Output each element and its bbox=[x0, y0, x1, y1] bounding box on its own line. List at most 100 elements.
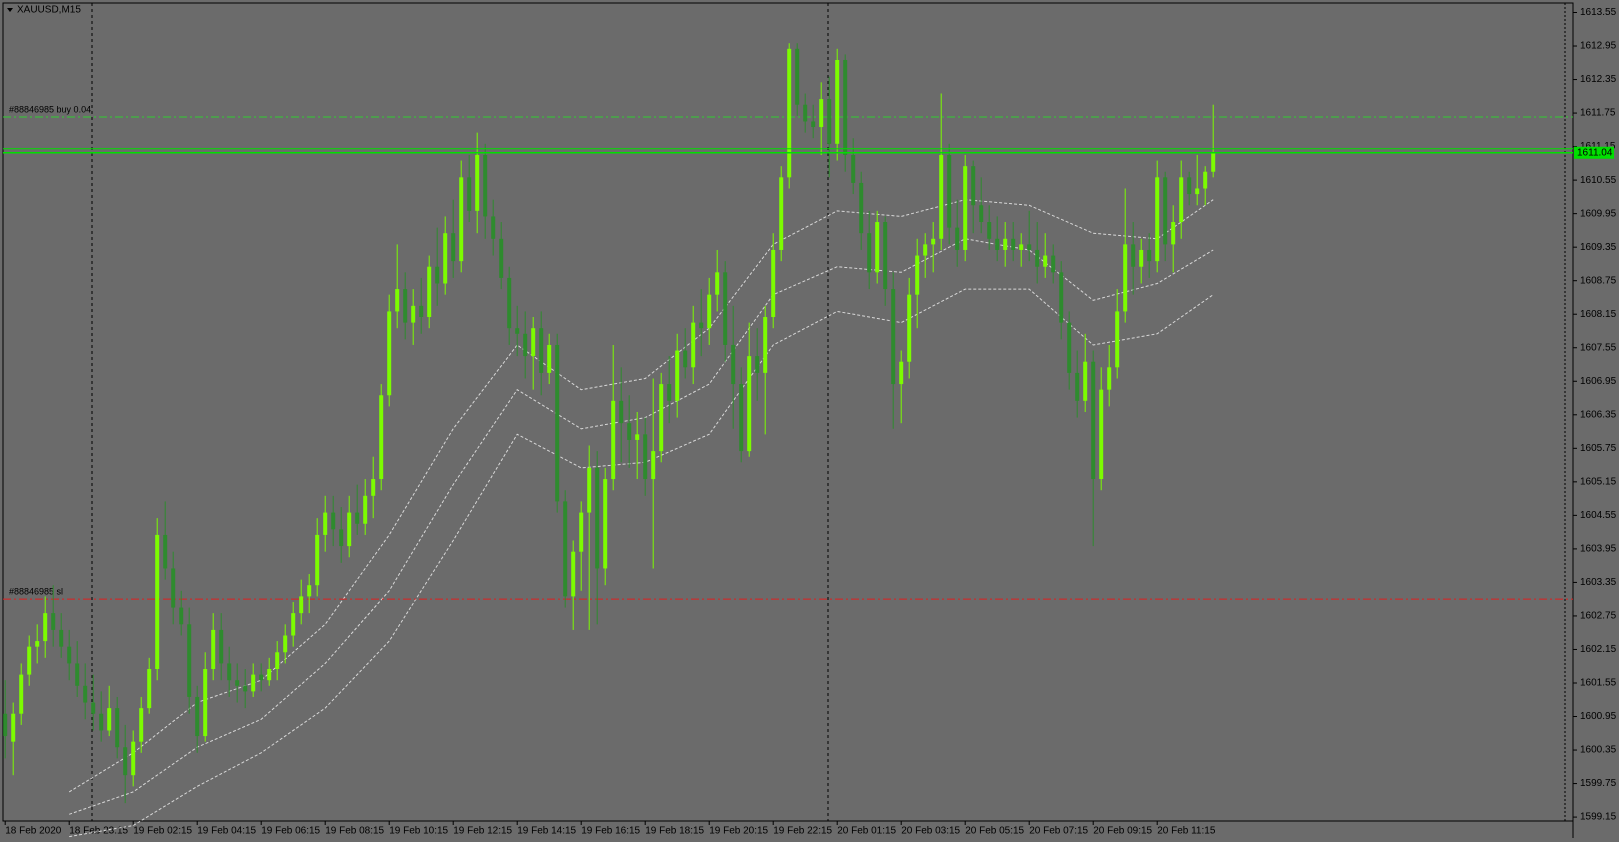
candle-body bbox=[267, 669, 272, 681]
candle-body bbox=[51, 613, 56, 630]
candle-body bbox=[1067, 322, 1072, 373]
x-tick-label: 19 Feb 22:15 bbox=[773, 826, 832, 837]
candle-body bbox=[523, 333, 528, 357]
x-tick-label: 19 Feb 16:15 bbox=[581, 826, 640, 837]
candle-body bbox=[643, 434, 648, 480]
candle-body bbox=[859, 182, 864, 234]
candle-body bbox=[299, 596, 304, 614]
x-tick-label: 19 Feb 14:15 bbox=[517, 826, 576, 837]
candle-body bbox=[11, 713, 16, 742]
candle-body bbox=[355, 512, 360, 524]
y-tick-label: 1609.95 bbox=[1580, 208, 1617, 219]
candle-body bbox=[259, 674, 264, 681]
candle-body bbox=[579, 512, 584, 552]
candle-body bbox=[251, 674, 256, 692]
y-tick-label: 1608.15 bbox=[1580, 309, 1617, 320]
candle-body bbox=[35, 641, 40, 647]
candle-body bbox=[587, 467, 592, 513]
x-tick-label: 19 Feb 20:15 bbox=[709, 826, 768, 837]
candle-body bbox=[195, 696, 200, 737]
candle-body bbox=[163, 534, 168, 569]
candle-body bbox=[923, 244, 928, 256]
y-tick-label: 1613.55 bbox=[1580, 7, 1617, 18]
y-tick-label: 1599.15 bbox=[1580, 812, 1617, 823]
candle-body bbox=[315, 534, 320, 586]
candle-body bbox=[1187, 177, 1192, 195]
candle-body bbox=[691, 322, 696, 368]
candle-body bbox=[891, 289, 896, 385]
candle-body bbox=[1019, 244, 1024, 250]
candle-body bbox=[987, 222, 992, 239]
candle-body bbox=[1115, 311, 1120, 368]
symbol-title: XAUUSD,M15 bbox=[17, 5, 81, 16]
y-tick-label: 1603.35 bbox=[1580, 577, 1617, 588]
candle-body bbox=[459, 177, 464, 262]
candle-body bbox=[899, 361, 904, 385]
candle-body bbox=[115, 708, 120, 748]
y-tick-label: 1608.75 bbox=[1580, 275, 1617, 286]
envelope-line bbox=[68, 199, 1214, 793]
order-label: #88846985 buy 0.04 bbox=[9, 104, 91, 114]
candle-body bbox=[347, 512, 352, 547]
candle-body bbox=[427, 266, 432, 318]
x-tick-label: 20 Feb 11:15 bbox=[1157, 826, 1216, 837]
candle-body bbox=[963, 166, 968, 250]
candle-body bbox=[419, 305, 424, 318]
candle-body bbox=[1059, 272, 1064, 323]
candle-body bbox=[1027, 244, 1032, 250]
candle-body bbox=[827, 99, 832, 144]
candle-body bbox=[1147, 249, 1152, 262]
candle-body bbox=[547, 344, 552, 373]
candle-body bbox=[1139, 249, 1144, 267]
candle-body bbox=[539, 328, 544, 373]
candle-body bbox=[443, 233, 448, 284]
candle-body bbox=[971, 166, 976, 206]
candle-body bbox=[59, 629, 64, 647]
y-tick-label: 1606.35 bbox=[1580, 409, 1617, 420]
candle-body bbox=[331, 512, 336, 530]
y-tick-label: 1612.35 bbox=[1580, 74, 1617, 85]
candle-body bbox=[1091, 361, 1096, 480]
candle-body bbox=[283, 635, 288, 653]
candle-body bbox=[1195, 188, 1200, 195]
y-tick-label: 1605.75 bbox=[1580, 443, 1617, 454]
y-tick-label: 1601.55 bbox=[1580, 678, 1617, 689]
candle-body bbox=[635, 434, 640, 440]
y-tick-label: 1604.55 bbox=[1580, 510, 1617, 521]
y-tick-label: 1609.35 bbox=[1580, 242, 1617, 253]
x-tick-label: 19 Feb 12:15 bbox=[453, 826, 512, 837]
candle-body bbox=[435, 266, 440, 284]
candle-body bbox=[675, 350, 680, 401]
candle-body bbox=[1163, 177, 1168, 245]
candle-body bbox=[699, 322, 704, 329]
candle-body bbox=[75, 663, 80, 686]
menu-arrow[interactable] bbox=[7, 8, 13, 12]
candle-body bbox=[843, 59, 848, 155]
candle-body bbox=[147, 669, 152, 709]
candle-body bbox=[43, 613, 48, 642]
candle-body bbox=[339, 529, 344, 547]
candle-body bbox=[779, 177, 784, 250]
candle-body bbox=[595, 467, 600, 569]
y-tick-label: 1602.75 bbox=[1580, 611, 1617, 622]
candle-body bbox=[1123, 244, 1128, 312]
candle-body bbox=[1083, 361, 1088, 401]
price-label: 1611.04 bbox=[1577, 147, 1613, 158]
x-tick-label: 19 Feb 04:15 bbox=[197, 826, 256, 837]
candle-body bbox=[915, 255, 920, 295]
candle-body bbox=[763, 317, 768, 373]
candle-body bbox=[787, 48, 792, 178]
candle-body bbox=[995, 238, 1000, 250]
y-tick-label: 1599.75 bbox=[1580, 778, 1617, 789]
price-label-box bbox=[1574, 146, 1614, 159]
candle-body bbox=[411, 305, 416, 323]
candle-body bbox=[819, 99, 824, 128]
candle-body bbox=[835, 59, 840, 144]
candle-body bbox=[795, 48, 800, 105]
candle-body bbox=[91, 702, 96, 714]
candle-body bbox=[203, 669, 208, 737]
candle-body bbox=[227, 663, 232, 681]
candle-body bbox=[739, 384, 744, 452]
candle-body bbox=[603, 479, 608, 569]
